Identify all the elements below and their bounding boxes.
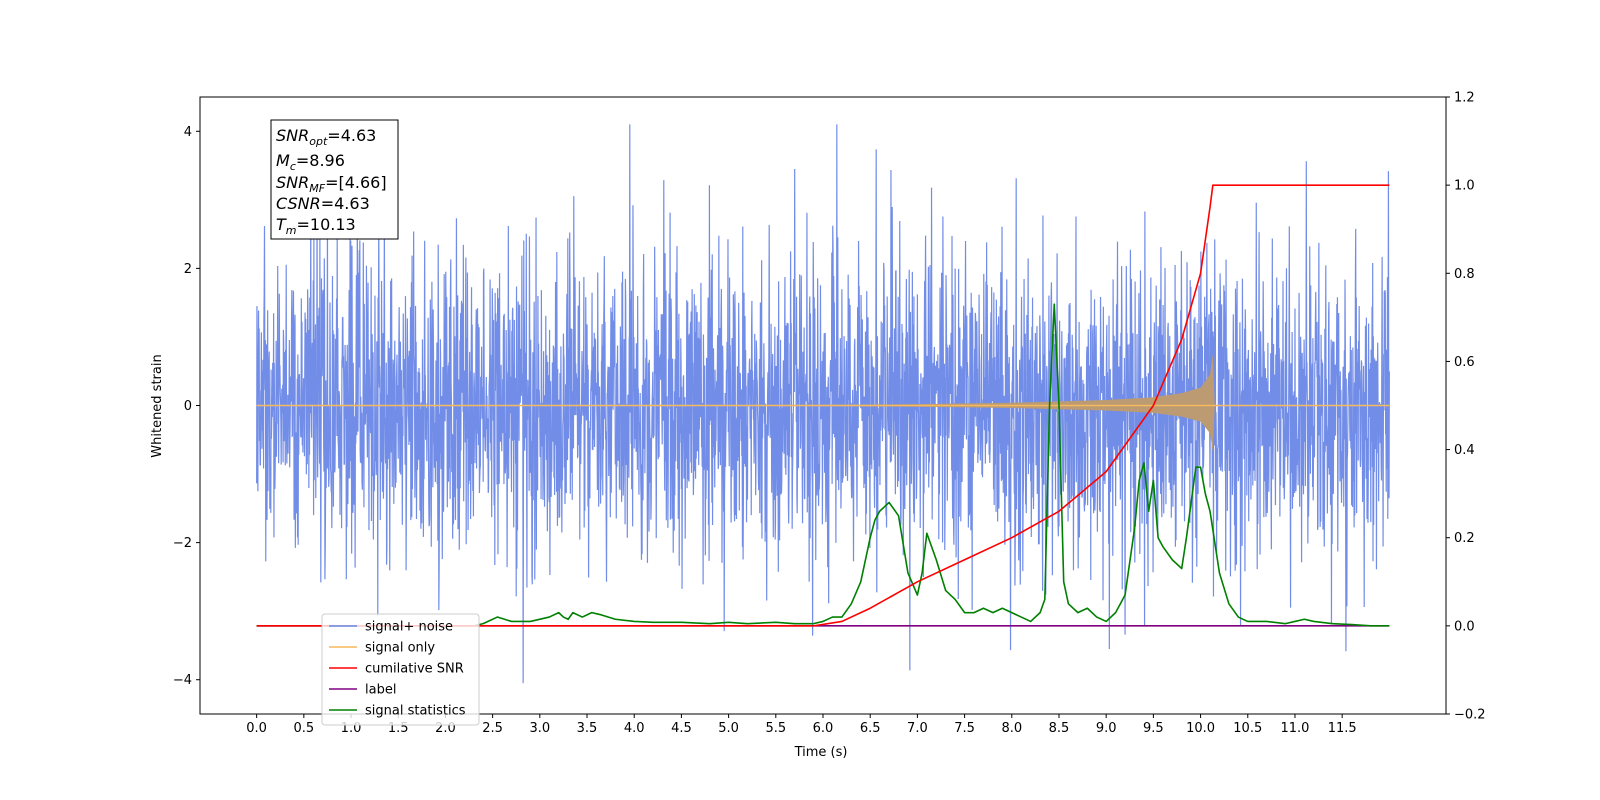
x-tick-label: 9.0 [1096,721,1117,736]
x-tick-label: 4.5 [671,721,692,736]
info-box: SNRopt=4.63 Mc=8.96 SNRMF=[4.66] CSNR=4.… [270,119,399,240]
y-right-tick-label: 0.0 [1454,619,1475,634]
x-tick-label: 6.0 [813,721,834,736]
x-tick-label: 10.0 [1186,721,1215,736]
y-axis-left: −4 −2 0 2 4 [173,125,200,688]
legend-items: signal+ noise signal only cumilative SNR la… [329,620,466,719]
x-tick-label: 11.0 [1280,721,1309,736]
x-tick-label: 3.5 [577,721,598,736]
y-left-tick-label: 4 [184,125,192,140]
x-tick-label: 4.0 [624,721,645,736]
y-right-tick-label: 0.6 [1454,355,1475,370]
legend-label: signal statistics [365,704,466,719]
x-axis: 0.0 0.5 1.0 1.5 2.0 2.5 3.0 3.5 4.0 4.5 5.0 5.5 6.0 6… [246,714,1357,736]
x-tick-label: 5.5 [765,721,786,736]
x-tick-label: 5.0 [718,721,739,736]
x-tick-label: 3.0 [529,721,550,736]
y-right-tick-label: 0.8 [1454,267,1475,282]
info-tm: Tm=10.13 [276,215,356,237]
legend-frame [321,613,480,726]
legend-label: signal+ noise [365,620,453,635]
x-tick-label: 9.5 [1143,721,1164,736]
y-left-tick-label: −2 [173,536,192,551]
x-tick-label: 6.5 [860,721,881,736]
legend-label: signal only [365,641,435,656]
x-tick-label: 2.5 [482,721,503,736]
x-tick-label: 8.0 [1001,721,1022,736]
y-left-tick-label: 0 [184,399,192,414]
info-mc: Mc=8.96 [276,151,345,173]
y-right-tick-label: 0.2 [1454,531,1475,546]
y-left-tick-label: −4 [173,673,192,688]
legend: signal+ noise signal only cumilative SNR la… [321,613,480,726]
info-box-frame [270,119,399,240]
signal-noise-line [256,124,1390,684]
y-right-tick-label: −0.2 [1454,708,1486,723]
signal-statistics-line [256,303,1390,627]
signal-statistics-series [256,303,1390,627]
y-axis-right: −0.2 0.0 0.2 0.4 0.6 0.8 1.0 1.2 [1446,91,1486,723]
x-tick-label: 8.5 [1049,721,1070,736]
x-tick-label: 0.0 [246,721,267,736]
x-tick-label: 10.5 [1233,721,1262,736]
x-tick-label: 0.5 [293,721,314,736]
cumulative-snr-series [256,184,1390,627]
cumulative-snr-line [256,184,1390,627]
y-right-tick-label: 1.0 [1454,179,1475,194]
signal-noise-series [256,124,1390,684]
y-left-tick-label: 2 [184,262,192,277]
legend-label: label [365,683,396,698]
info-snr-mf: SNRMF=[4.66] [276,173,387,195]
signal-only-envelope [256,354,1390,452]
info-snr-opt: SNRopt=4.63 [276,126,376,148]
info-csnr: CSNR=4.63 [276,194,370,213]
x-tick-label: 7.0 [907,721,928,736]
y-right-tick-label: 0.4 [1454,443,1475,458]
x-tick-label: 11.5 [1328,721,1357,736]
legend-label: cumilative SNR [365,662,464,677]
x-axis-label: Time (s) [794,745,848,760]
y-axis-left-label: Whitened strain [150,354,165,457]
signal-only-series [256,354,1390,452]
x-tick-label: 7.5 [954,721,975,736]
y-right-tick-label: 1.2 [1454,91,1475,106]
